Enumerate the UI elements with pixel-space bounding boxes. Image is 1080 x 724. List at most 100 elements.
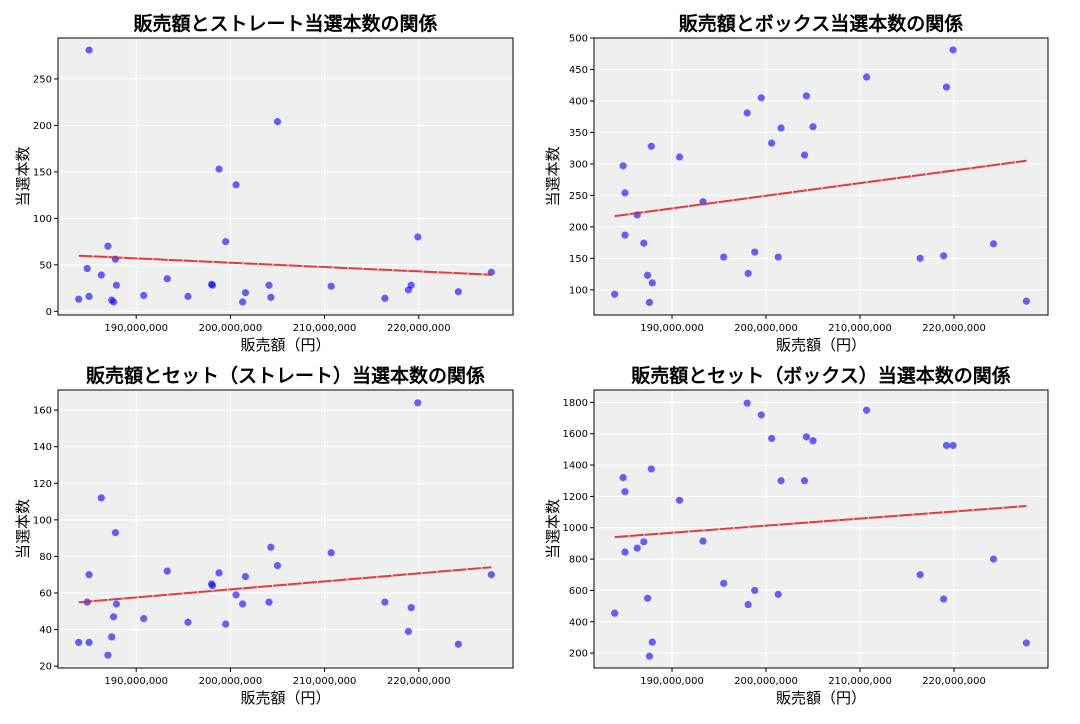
y-tick-label: 160 [33, 406, 52, 417]
data-point [108, 633, 116, 641]
data-point [112, 281, 121, 289]
data-point [699, 537, 707, 545]
data-point [111, 529, 120, 537]
data-point [327, 549, 335, 557]
data-point [208, 281, 217, 289]
data-point [942, 83, 951, 91]
data-point [75, 295, 83, 303]
trend-line [614, 159, 1027, 218]
data-point [97, 494, 105, 502]
x-tick-label: 200,000,000 [734, 676, 798, 687]
y-tick-label: 300 [569, 159, 588, 170]
data-point [768, 434, 776, 443]
data-point [85, 46, 93, 54]
y-axis-label: 当選本数 [544, 146, 562, 206]
plot-area [58, 38, 513, 315]
data-point [454, 640, 462, 648]
data-point [222, 620, 230, 628]
y-axis-label: 当選本数 [544, 499, 562, 559]
y-tick-label: 60 [39, 589, 52, 600]
x-axis-label: 販売額（円） [240, 689, 330, 707]
axes-frame [593, 389, 1049, 669]
data-point [675, 153, 684, 161]
data-point [621, 189, 629, 197]
trend-line [614, 505, 1027, 539]
chart-title: 販売額とセット（ボックス）当選本数の関係 [631, 364, 1010, 387]
data-point [643, 271, 652, 279]
y-tick-label: 0 [46, 307, 52, 318]
plot-area [594, 38, 1048, 315]
x-tick-label: 200,000,000 [199, 323, 263, 334]
data-point [774, 253, 782, 261]
subplot-1: 190,000,000 200,000,000 210,000,000 220,000… [14, 12, 514, 354]
y-tick-label: 1400 [563, 461, 588, 472]
x-tick-label: 210,000,000 [828, 676, 892, 687]
data-point [407, 604, 415, 612]
y-tick-label: 150 [569, 254, 588, 265]
data-point [949, 441, 957, 450]
y-tick-label: 400 [569, 617, 588, 628]
data-point [643, 594, 652, 602]
data-point [611, 609, 619, 617]
data-point [720, 253, 728, 261]
data-point [381, 294, 389, 302]
y-tick-label: 250 [33, 74, 52, 85]
subplot-3: 190,000,000 200,000,000 210,000,000 220,000… [14, 364, 514, 707]
data-point [265, 281, 273, 289]
data-point [184, 292, 192, 301]
data-point [940, 595, 948, 603]
y-tick-label: 1200 [563, 492, 588, 503]
data-point [768, 139, 776, 147]
data-point [414, 233, 422, 241]
data-point [184, 618, 192, 626]
data-point [648, 638, 656, 646]
data-point [611, 290, 619, 298]
data-point [743, 109, 751, 117]
x-tick-label: 200,000,000 [734, 323, 798, 334]
data-point [208, 582, 217, 590]
data-point [85, 638, 93, 646]
subplot-4: 190,000,000 200,000,000 210,000,000 220,000… [544, 364, 1049, 707]
data-point [989, 240, 998, 248]
data-point [163, 567, 171, 575]
data-point [239, 600, 247, 608]
data-point [381, 598, 389, 606]
x-axis-label: 販売額（円） [240, 336, 330, 354]
axes-frame [57, 389, 514, 669]
data-point [273, 561, 282, 570]
y-tick-label: 250 [569, 191, 588, 202]
y-tick-label: 1600 [563, 429, 588, 440]
y-axis-label: 当選本数 [14, 146, 32, 206]
data-point [327, 282, 335, 290]
x-axis-label: 販売額（円） [776, 336, 866, 354]
data-point [1022, 639, 1030, 647]
data-point [949, 46, 957, 54]
data-point [809, 123, 817, 131]
data-point [621, 231, 629, 239]
data-point [645, 298, 654, 307]
y-tick-label: 50 [39, 260, 52, 271]
y-tick-label: 1000 [563, 523, 588, 534]
y-tick-label: 200 [569, 222, 588, 233]
data-point [215, 165, 223, 173]
trend-line [78, 254, 492, 276]
plot-area [58, 390, 513, 668]
data-point [215, 569, 223, 577]
data-point [140, 291, 148, 300]
data-point [940, 252, 948, 260]
data-point [241, 289, 250, 297]
x-tick-label: 200,000,000 [199, 676, 263, 687]
axes-frame [57, 37, 514, 316]
data-point [720, 579, 728, 587]
y-tick-label: 350 [569, 128, 588, 139]
y-tick-label: 40 [39, 625, 52, 636]
y-axis-label: 当選本数 [14, 499, 32, 559]
data-point [273, 118, 282, 126]
data-point [800, 477, 809, 485]
x-axis-label: 販売額（円） [776, 689, 866, 707]
data-point [232, 181, 240, 189]
data-point [675, 496, 684, 504]
x-tick-label: 220,000,000 [387, 676, 451, 687]
subplot-2: 190,000,000 200,000,000 210,000,000 220,000… [544, 12, 1049, 354]
